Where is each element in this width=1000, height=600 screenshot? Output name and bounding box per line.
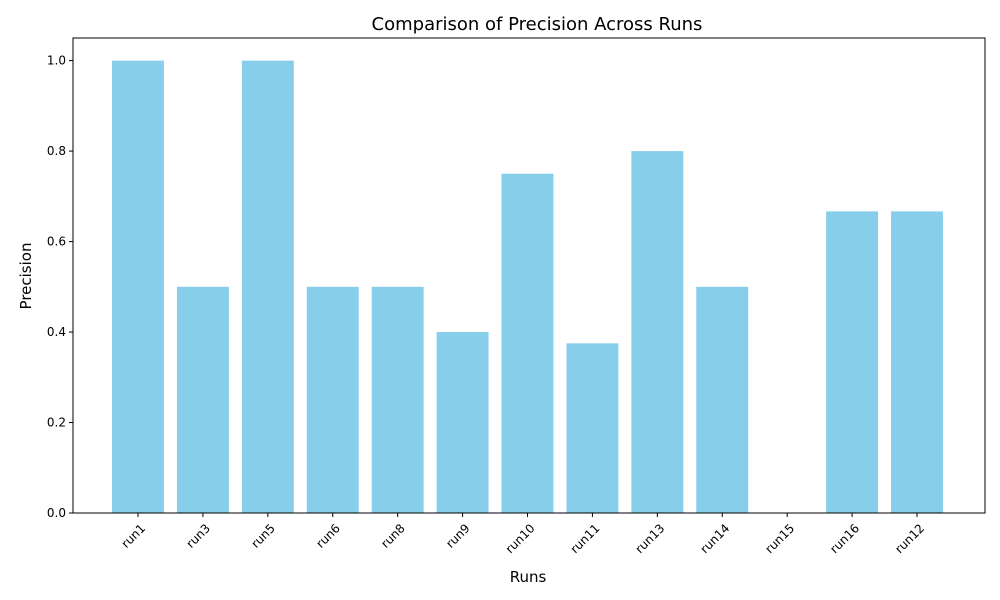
- bar-run16: [826, 211, 879, 513]
- x-tick-label: run15: [762, 521, 797, 556]
- y-tick-label: 0.8: [47, 144, 66, 158]
- bar-run14: [696, 286, 749, 513]
- x-tick-label: run9: [443, 521, 473, 551]
- x-tick-label: run14: [697, 521, 732, 556]
- x-tick-label: run10: [503, 521, 538, 556]
- bar-run10: [501, 173, 554, 513]
- y-tick-label: 1.0: [47, 54, 66, 68]
- x-tick-label: run5: [248, 521, 278, 551]
- y-tick-label: 0.0: [47, 506, 66, 520]
- x-axis-label: Runs: [510, 568, 547, 586]
- y-axis-ticks: 0.0 0.2 0.4 0.6 0.8 1.0: [47, 54, 73, 520]
- x-axis-ticks: run1 run3 run5 run6 run8 run9 run10 run11 run13 r…: [119, 513, 927, 556]
- bar-run11: [566, 343, 619, 513]
- bar-run6: [306, 286, 359, 513]
- chart-title: Comparison of Precision Across Runs: [372, 14, 703, 35]
- plot-frame: [72, 37, 986, 514]
- bar-run9: [436, 332, 489, 513]
- bar-run3: [176, 286, 229, 513]
- x-tick-label: run11: [568, 521, 603, 556]
- bar-run13: [631, 151, 684, 513]
- bar-run1: [112, 60, 164, 514]
- x-tick-label: run16: [827, 521, 862, 556]
- bars-group: [112, 60, 943, 514]
- x-tick-label: run8: [378, 521, 408, 551]
- y-tick-label: 0.2: [47, 416, 66, 430]
- y-tick-label: 0.4: [47, 325, 66, 339]
- bar-run8: [371, 286, 424, 513]
- bar-run5: [241, 60, 294, 514]
- x-tick-label: run1: [119, 521, 149, 551]
- bar-run12: [891, 211, 943, 513]
- x-tick-label: run3: [183, 521, 213, 551]
- x-tick-label: run13: [633, 521, 668, 556]
- y-axis-label: Precision: [17, 243, 35, 310]
- y-tick-label: 0.6: [47, 235, 66, 249]
- x-tick-label: run6: [313, 521, 343, 551]
- x-tick-label: run12: [892, 521, 927, 556]
